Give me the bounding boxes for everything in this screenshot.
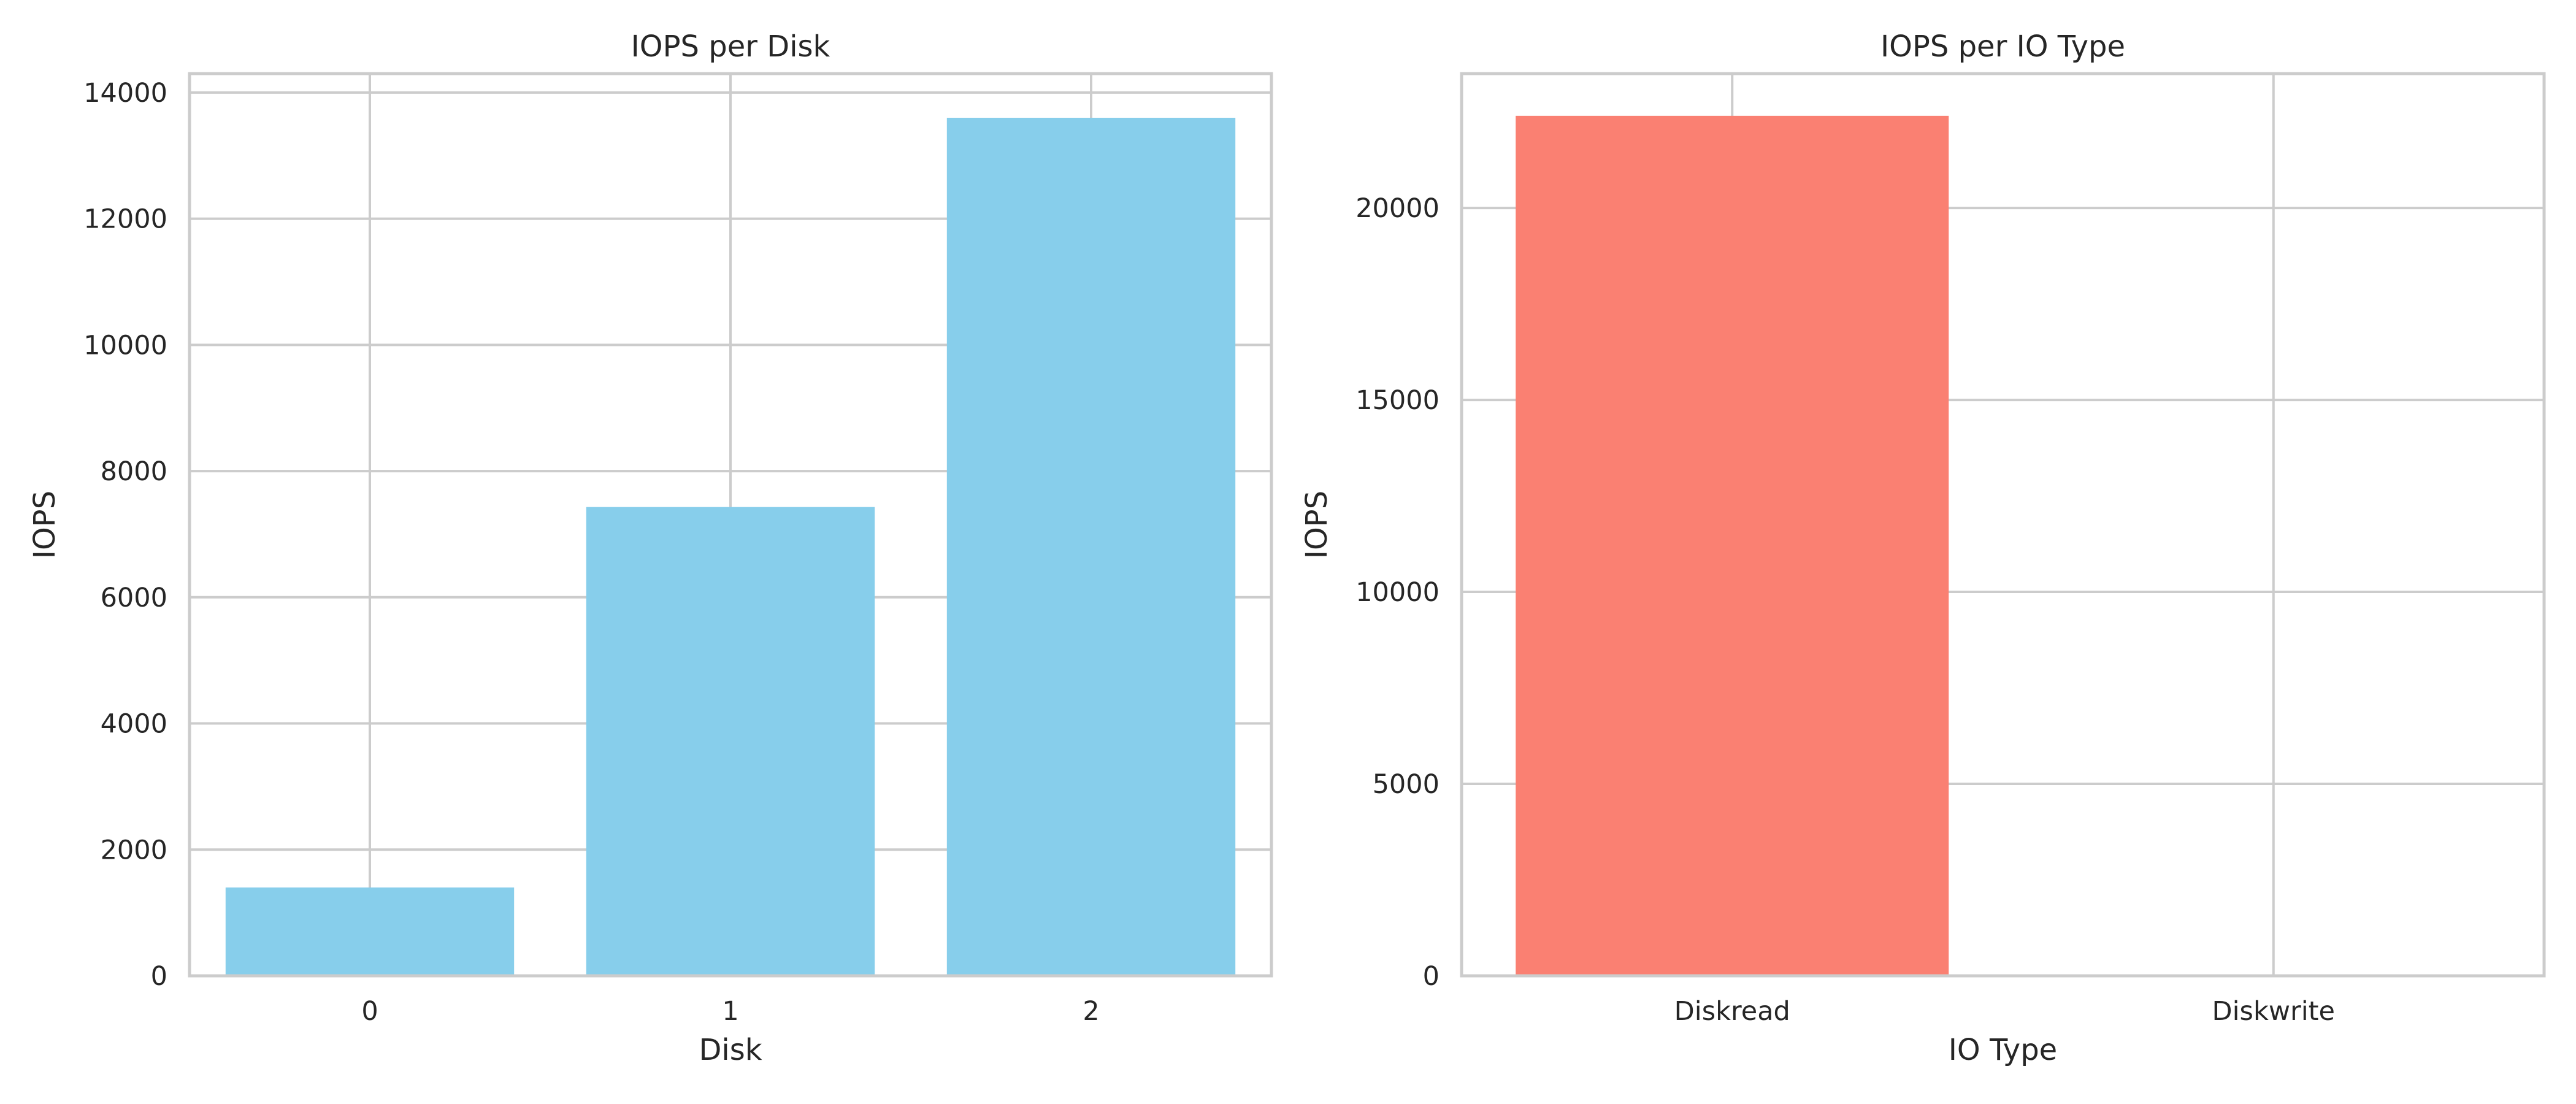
y-tick-label: 10000 bbox=[83, 330, 167, 361]
y-tick-labels: 0 5000 10000 15000 20000 bbox=[1355, 193, 1439, 992]
plot-frame bbox=[188, 72, 1273, 978]
y-tick-label: 5000 bbox=[1373, 769, 1439, 800]
x-tick-labels: 0 1 2 bbox=[361, 996, 1099, 1027]
x-tick-label: 2 bbox=[1083, 996, 1099, 1027]
y-axis-label: IOPS bbox=[1300, 491, 1334, 559]
y-tick-label: 12000 bbox=[83, 204, 167, 235]
x-tick-labels: Diskread Diskwrite bbox=[1674, 996, 2335, 1027]
bar-diskread bbox=[1516, 115, 1949, 976]
y-tick-label: 4000 bbox=[101, 709, 167, 740]
chart-panel-iops-per-io-type: IOPS per IO Type 0 5000 10000 15000 20000 Di… bbox=[1300, 29, 2546, 1067]
y-tick-label: 2000 bbox=[101, 835, 167, 865]
y-tick-label: 6000 bbox=[101, 583, 167, 613]
chart-title: IOPS per IO Type bbox=[1880, 29, 2125, 64]
y-tick-label: 10000 bbox=[1355, 577, 1439, 608]
y-tick-labels: 0 2000 4000 6000 8000 10000 12000 14000 bbox=[83, 78, 167, 992]
x-axis-label: Disk bbox=[699, 1033, 762, 1067]
bar-2 bbox=[946, 118, 1236, 976]
bar-1 bbox=[586, 507, 875, 976]
y-tick-label: 20000 bbox=[1355, 193, 1439, 224]
x-tick-label: Diskread bbox=[1674, 996, 1790, 1027]
chart-title: IOPS per Disk bbox=[631, 29, 830, 64]
y-tick-label: 8000 bbox=[101, 456, 167, 487]
plot-frame bbox=[1460, 72, 2546, 978]
y-axis-label: IOPS bbox=[28, 491, 62, 559]
y-tick-label: 0 bbox=[151, 961, 167, 992]
y-tick-label: 0 bbox=[1423, 961, 1439, 992]
x-tick-label: 0 bbox=[361, 996, 378, 1027]
bars bbox=[225, 118, 1236, 976]
y-tick-label: 15000 bbox=[1355, 385, 1439, 416]
x-tick-label: Diskwrite bbox=[2212, 996, 2335, 1027]
x-axis-label: IO Type bbox=[1949, 1033, 2057, 1067]
bar-0 bbox=[225, 887, 515, 976]
x-tick-label: 1 bbox=[722, 996, 738, 1027]
y-tick-label: 14000 bbox=[83, 78, 167, 109]
chart-panel-iops-per-disk: IOPS per Disk 02000400060008000100001200… bbox=[28, 29, 1273, 1067]
bars bbox=[1516, 115, 1949, 976]
